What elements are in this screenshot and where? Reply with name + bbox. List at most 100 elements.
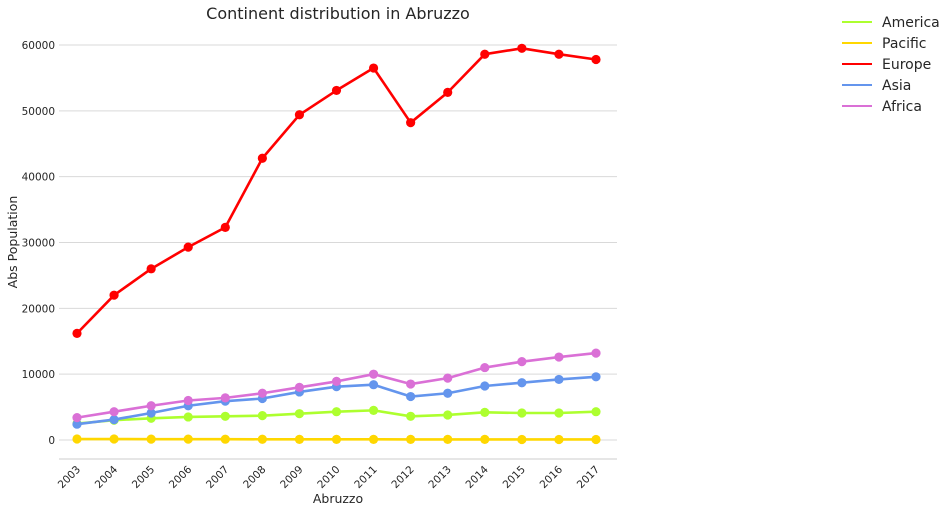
data-point [220,434,230,444]
data-point [331,407,342,417]
chart-title: Continent distribution in Abruzzo [206,4,470,23]
data-point [109,414,119,425]
data-point [331,376,342,387]
data-point [554,374,564,385]
x-tick-label: 2012 [389,464,416,491]
data-point [183,395,193,406]
data-point [517,378,527,388]
series-pacific [72,434,601,445]
data-point [109,434,119,444]
data-point [368,63,379,73]
x-tick-label: 2003 [56,464,83,491]
data-point [220,411,230,421]
data-point [146,401,156,411]
data-point [257,434,267,444]
data-point [554,408,564,418]
data-point [443,388,453,398]
data-point [480,49,490,59]
data-point [146,408,156,418]
data-point [183,242,193,252]
data-point [183,412,193,422]
data-point [109,407,119,417]
series-asia [72,372,601,429]
data-point [294,409,305,419]
data-point [443,373,453,383]
x-tick-label: 2015 [501,464,528,491]
data-point [591,372,601,382]
data-point [443,87,453,97]
data-point [109,290,119,300]
y-tick-label: 60000 [22,40,55,52]
data-point [591,54,601,65]
data-point [294,382,305,392]
data-point [554,352,564,362]
legend: America Pacific Europe Asia Africa [842,15,940,115]
y-axis-ticks: 0 10000 20000 30000 40000 50000 60000 [22,40,55,447]
x-tick-label: 2011 [352,464,379,491]
x-tick-label: 2005 [130,464,157,491]
gridlines [59,44,617,441]
data-point [257,388,267,398]
x-tick-label: 2014 [464,463,492,491]
data-point [480,362,490,373]
legend-label: Pacific [882,36,927,52]
y-tick-label: 30000 [22,238,55,250]
data-point [183,434,193,444]
data-point [480,407,490,417]
data-point [146,434,156,444]
data-point [591,434,601,445]
y-tick-label: 40000 [22,172,55,184]
data-point [257,153,267,163]
data-point [72,434,82,444]
y-tick-label: 0 [48,435,55,447]
x-tick-label: 2016 [538,463,566,491]
legend-label: Asia [882,78,911,94]
data-point [406,118,416,128]
data-point [443,410,453,420]
data-point [294,110,305,120]
x-tick-label: 2017 [575,464,602,491]
y-tick-label: 50000 [22,106,55,118]
x-tick-label: 2007 [204,464,231,491]
y-tick-label: 10000 [22,369,55,381]
data-point [368,405,379,415]
series-europe [72,43,601,338]
x-tick-label: 2004 [93,463,121,491]
data-point [591,348,601,358]
data-point [406,391,416,402]
data-point [517,43,527,53]
data-point [591,407,601,417]
data-point [517,357,527,367]
data-point [406,379,416,389]
legend-label: America [882,15,940,31]
data-point [406,411,416,421]
data-point [480,434,490,445]
data-point [517,434,527,445]
data-point [443,434,453,445]
data-point [294,434,305,444]
series-group [72,43,601,445]
x-tick-label: 2010 [315,464,342,491]
series-africa [72,348,601,423]
x-tick-label: 2006 [167,463,195,491]
x-tick-label: 2013 [426,464,453,491]
legend-label: Europe [882,57,931,73]
x-tick-label: 2009 [278,464,305,491]
data-point [554,434,564,445]
data-point [517,408,527,418]
data-point [368,380,379,390]
data-point [368,369,379,379]
data-point [406,434,416,445]
legend-label: Africa [882,99,922,115]
x-tick-label: 2008 [241,464,268,491]
data-point [72,328,82,338]
data-point [220,393,230,403]
x-axis-ticks: 2003 2004 2005 2006 2007 2008 2009 2010 2011 2012… [56,463,602,491]
data-point [146,264,156,274]
data-point [72,419,82,429]
data-point [554,49,564,59]
data-point [331,85,342,96]
y-axis-label: Abs Population [5,196,20,289]
data-point [480,381,490,391]
